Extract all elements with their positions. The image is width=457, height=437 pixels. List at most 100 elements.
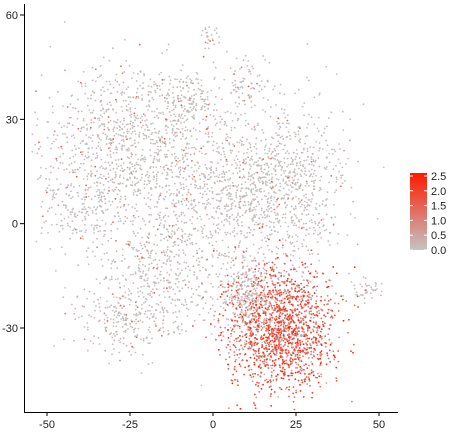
data-point (210, 333, 213, 335)
data-point (184, 254, 187, 256)
data-point (160, 239, 162, 242)
data-point (230, 329, 233, 332)
data-point (258, 391, 261, 393)
data-point (284, 327, 287, 329)
data-point (185, 221, 188, 224)
data-point (210, 166, 213, 169)
data-point (163, 237, 166, 240)
data-point (132, 96, 135, 99)
data-point (220, 293, 223, 295)
data-point (163, 142, 166, 145)
data-point (289, 357, 292, 360)
data-point (265, 327, 268, 330)
data-point (322, 218, 325, 221)
data-point (195, 104, 198, 107)
data-point (158, 195, 160, 198)
data-point (231, 164, 233, 166)
data-point (145, 174, 147, 177)
data-point (117, 165, 120, 168)
data-point (187, 286, 190, 289)
data-point (217, 227, 219, 230)
data-point (249, 313, 252, 315)
data-point (250, 200, 253, 203)
data-point (190, 296, 193, 298)
data-point (274, 211, 276, 214)
data-point (84, 143, 87, 146)
data-point (316, 353, 319, 356)
data-point (104, 349, 107, 352)
data-point (129, 220, 132, 223)
data-point (217, 275, 220, 278)
data-point (255, 205, 258, 208)
data-point (239, 195, 242, 198)
data-point (85, 196, 88, 198)
data-point (90, 170, 92, 173)
data-point (254, 208, 257, 211)
data-point (134, 119, 137, 122)
data-point (112, 296, 115, 298)
data-point (156, 160, 159, 162)
data-point (81, 208, 84, 211)
data-point (248, 369, 251, 372)
data-point (211, 244, 214, 247)
data-point (153, 157, 156, 160)
data-point (147, 104, 150, 107)
data-point (250, 335, 253, 338)
data-point (296, 333, 299, 336)
data-point (46, 210, 49, 213)
data-point (272, 289, 274, 292)
data-point (272, 270, 275, 273)
data-point (327, 117, 330, 120)
data-point (177, 244, 180, 247)
data-point (270, 388, 273, 391)
data-point (190, 166, 193, 169)
data-point (268, 329, 271, 332)
data-point (119, 286, 121, 289)
data-point (287, 349, 290, 352)
data-point (131, 320, 133, 323)
data-point (294, 308, 296, 310)
data-point (239, 200, 242, 203)
data-point (231, 305, 234, 308)
data-point (65, 207, 67, 209)
data-point (67, 184, 69, 187)
data-point (266, 162, 269, 165)
data-point (270, 221, 272, 224)
data-point (125, 324, 128, 326)
data-point (301, 213, 304, 216)
data-point (81, 211, 83, 214)
data-point (217, 193, 220, 196)
data-point (253, 87, 256, 90)
data-point (234, 86, 237, 89)
data-point (132, 214, 135, 217)
data-point (116, 333, 118, 336)
data-point (311, 356, 314, 359)
data-point (118, 190, 121, 192)
data-point (282, 292, 285, 295)
data-point (96, 237, 98, 240)
data-point (76, 214, 79, 217)
data-point (207, 126, 210, 128)
data-point (110, 156, 112, 159)
data-point (134, 207, 137, 210)
data-point (121, 316, 124, 318)
data-point (249, 327, 252, 329)
data-point (147, 329, 150, 331)
data-point (155, 186, 158, 189)
data-point (74, 228, 77, 231)
data-point (178, 310, 181, 312)
data-point (298, 347, 301, 349)
data-point (231, 182, 234, 184)
data-point (281, 244, 284, 247)
data-point (279, 291, 281, 294)
data-point (258, 164, 261, 167)
data-point (100, 258, 103, 261)
data-point (125, 243, 128, 246)
data-point (230, 91, 233, 94)
data-point (249, 255, 252, 257)
data-point (105, 277, 107, 280)
data-point (121, 147, 123, 150)
data-point (234, 248, 237, 250)
data-point (211, 187, 213, 189)
data-point (93, 292, 96, 295)
